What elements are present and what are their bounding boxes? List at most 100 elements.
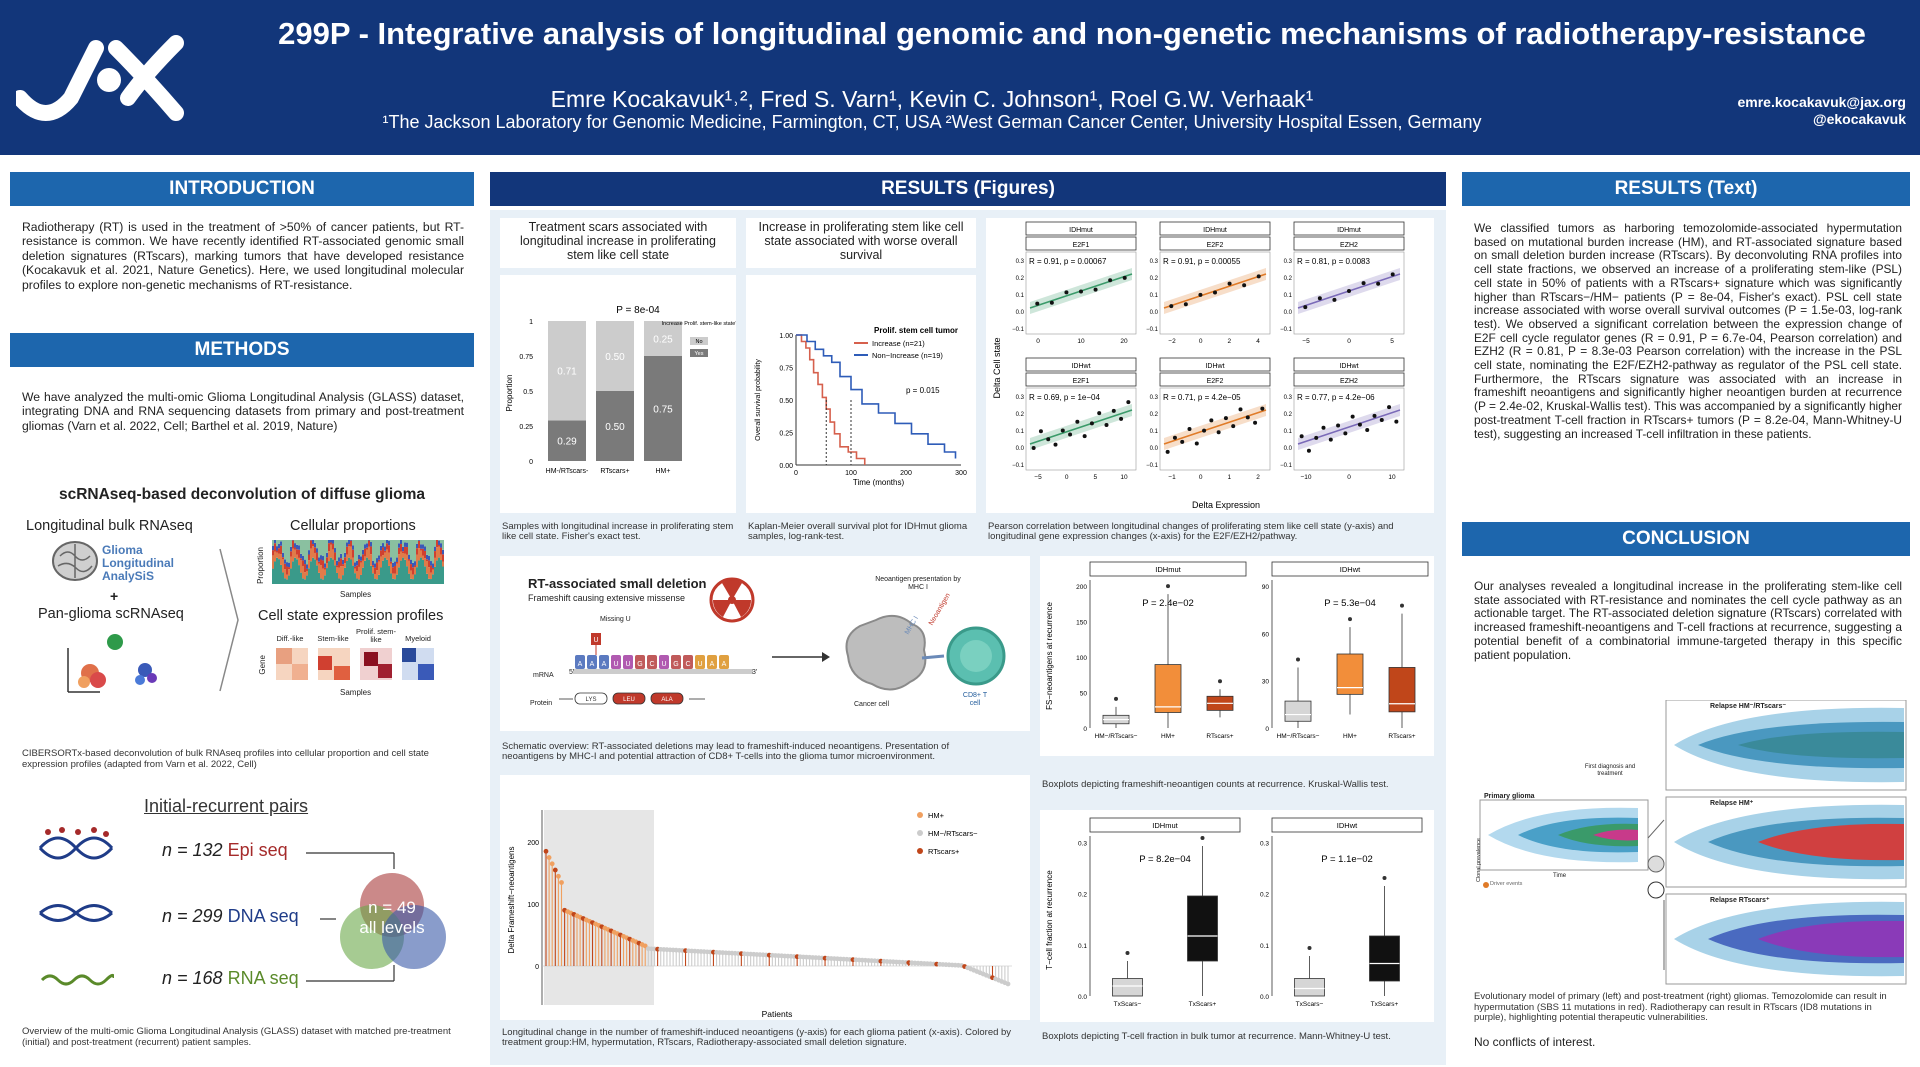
proportion-bar [336, 565, 338, 568]
proportion-bar [372, 565, 374, 567]
proportion-bar [388, 540, 390, 546]
panel1-stacked-bar-chart: P = 8e-04 Proportion 0 0.25 0.5 0.75 1 0.29 0.71… [505, 305, 736, 475]
panel3-point [1379, 417, 1384, 422]
panel1-ylabel: Proportion [505, 375, 514, 412]
panel5-boxplot-chart: FS−neoantigens at recurrence IDHmut 0 50 100… [1045, 561, 1429, 740]
proportion-bar [354, 562, 356, 567]
proportion-bar [340, 553, 342, 559]
panel7-left-outlier [1125, 951, 1130, 955]
panel3-fit-line [1163, 409, 1267, 445]
proportion-bar [338, 540, 340, 558]
panel3-point [1111, 408, 1116, 413]
panel3-ytick: 0.3 [1016, 395, 1025, 401]
proportion-bar [322, 560, 324, 569]
proportion-bar [296, 540, 298, 545]
proportion-bar [406, 566, 408, 584]
proportion-bar [356, 540, 358, 561]
proportion-bar [434, 551, 436, 558]
proportion-bar [348, 557, 350, 584]
proportion-bar [272, 540, 274, 546]
panel3-point [1372, 413, 1377, 418]
proportion-bar [398, 540, 400, 544]
proportion-bar [396, 540, 398, 558]
panel2-pvalue: p = 0.015 [906, 386, 940, 395]
panel3-ytick: 0.3 [1284, 395, 1293, 401]
proportion-bar [356, 571, 358, 579]
proportion-bar [302, 560, 304, 566]
proportion-bar [326, 552, 328, 558]
proportion-bar [408, 559, 410, 561]
proportion-bar [434, 566, 436, 584]
proportion-bar [332, 540, 334, 544]
panel3-facet-strip [1293, 221, 1405, 236]
panel1-bar-yes [596, 391, 634, 461]
codon-block [683, 655, 693, 669]
codon-letter: C [649, 661, 654, 668]
proportion-bar [372, 540, 374, 561]
panel3-xtick: −5 [1034, 474, 1042, 481]
panel5-left-outlier [1218, 679, 1222, 684]
panel3-point [1223, 416, 1228, 421]
panel2-ytick: 0.25 [779, 431, 793, 438]
proportion-bar [396, 563, 398, 575]
proportion-bar [282, 552, 284, 558]
proportion-bar [302, 540, 304, 556]
panel3-point [1227, 281, 1232, 286]
proportion-bar [338, 578, 340, 584]
proportion-bar [308, 560, 310, 569]
panel5-right-outlier [1296, 657, 1300, 662]
panel2-ylabel: Overall survival probability [755, 359, 762, 441]
panel7-left-xtick: TxScars− [1114, 1001, 1142, 1008]
pairs-dna-n: n = 299 [162, 906, 223, 926]
email-link[interactable]: emre.kocakavuk@jax.org [1737, 94, 1906, 110]
proportion-bar [338, 557, 340, 562]
dna-icon [39, 904, 113, 922]
introduction-heading: INTRODUCTION [10, 172, 474, 206]
panel3-point [1303, 305, 1308, 310]
panel5-left-ytick: 100 [1076, 655, 1087, 662]
proportion-bar [408, 573, 410, 584]
proportion-bar [418, 540, 420, 541]
panel7-left-facet-strip [1089, 817, 1241, 833]
proportion-bar [286, 562, 288, 567]
codon-letter: A [578, 661, 583, 668]
proportion-bar [408, 540, 410, 555]
proportion-bar [338, 561, 340, 568]
proportion-bar [428, 560, 430, 568]
bulk-rnaseq-label: Longitudinal bulk RNAseq [26, 518, 193, 534]
panel5-right-facet-strip [1271, 561, 1429, 577]
proportion-bar [334, 560, 336, 566]
proportion-bar [352, 545, 354, 550]
panel5-right-pvalue: P = 5.3e−04 [1324, 598, 1376, 609]
conclusion-heading: CONCLUSION [1462, 522, 1910, 556]
fish-caption: Evolutionary model of primary (left) and… [1474, 991, 1887, 1023]
panel7-right-ytick: 0.1 [1260, 943, 1269, 950]
panel3-point [1035, 301, 1040, 306]
panel3-point [1231, 424, 1236, 429]
amino-block [574, 692, 608, 705]
brain-icon [52, 541, 98, 581]
panel7-caption: Boxplots depicting T-cell fraction in bu… [1042, 1031, 1391, 1042]
panel3-point [1097, 411, 1102, 416]
panel3-ylabel: Delta Cell state [992, 337, 1002, 398]
proportion-bar [352, 565, 354, 584]
panel3-point [1126, 400, 1131, 405]
panel3-ytick: 0.2 [1016, 276, 1025, 282]
panel3-gene-strip [1293, 372, 1405, 387]
panel2-title: Increase in proliferating stem like cell… [758, 220, 964, 262]
panel2-series-nonincrease [796, 334, 957, 459]
proportion-bar [382, 555, 384, 561]
panel6-legend-swatch [917, 830, 923, 836]
proportion-bar [438, 546, 440, 558]
proportion-bar [312, 540, 314, 545]
panel2-ytick: 0.75 [779, 366, 793, 373]
proportion-bar [304, 540, 306, 560]
panel3-point [1242, 283, 1247, 288]
proportion-bar [272, 555, 274, 569]
proportion-bar [370, 554, 372, 566]
panel3-ytick: 0.2 [1284, 276, 1293, 282]
panel3-xtick: 4 [1256, 338, 1260, 345]
proportion-bar [378, 555, 380, 560]
rna-icon [40, 973, 114, 986]
twitter-handle[interactable]: @ekocakavuk [1812, 111, 1906, 127]
